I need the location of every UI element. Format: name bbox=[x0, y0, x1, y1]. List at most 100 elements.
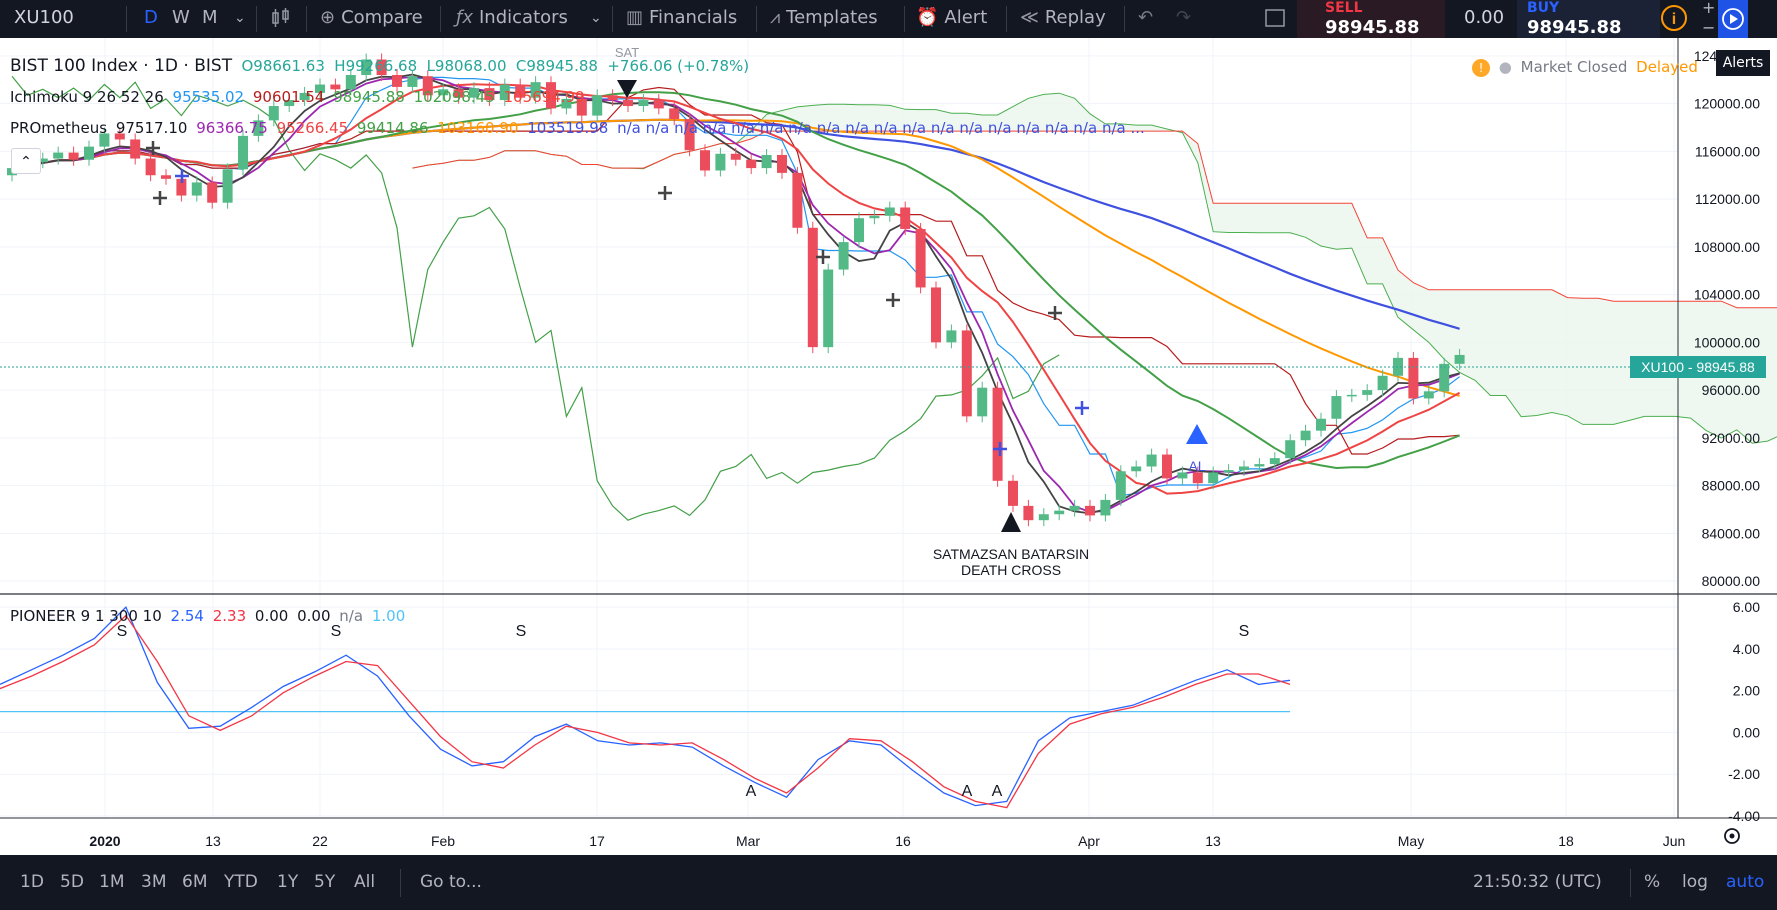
minus-icon[interactable]: − bbox=[1702, 18, 1716, 37]
plus-icon[interactable]: + bbox=[1702, 0, 1716, 17]
interval-d[interactable]: D bbox=[144, 7, 158, 28]
candle-body bbox=[499, 84, 510, 101]
range-ytd[interactable]: YTD bbox=[224, 872, 258, 892]
undo-icon[interactable]: ↶ bbox=[1138, 7, 1154, 28]
interval-m[interactable]: M bbox=[202, 7, 218, 28]
chart-area[interactable]: 124000.00120000.00116000.00112000.001080… bbox=[0, 38, 1777, 855]
candle-body bbox=[99, 133, 110, 147]
candle-body bbox=[546, 82, 556, 109]
toolbar-divider bbox=[756, 6, 757, 32]
ohlc-open: O98661.63 bbox=[241, 57, 325, 75]
chart-type-button[interactable] bbox=[270, 0, 292, 38]
prometheus-value: 103519.98 bbox=[527, 119, 609, 137]
ichimoku-cloud bbox=[412, 92, 1777, 444]
candle-body bbox=[1377, 375, 1388, 391]
range-5d[interactable]: 5D bbox=[60, 872, 84, 892]
redo-icon[interactable]: ↷ bbox=[1176, 7, 1192, 28]
sat-label: SAT bbox=[615, 45, 639, 60]
candle-body bbox=[777, 154, 787, 173]
chevron-down-icon[interactable]: ⌄ bbox=[590, 10, 602, 26]
candle-body bbox=[746, 159, 757, 169]
time-tick-label: Apr bbox=[1078, 833, 1100, 849]
range-all[interactable]: All bbox=[354, 872, 376, 892]
alert-button[interactable]: ⏰ Alert bbox=[916, 0, 987, 38]
compare-button[interactable]: ⊕ Compare bbox=[320, 0, 423, 38]
candle-body bbox=[68, 152, 79, 160]
chevron-down-icon[interactable]: ⌄ bbox=[234, 10, 246, 26]
log-toggle[interactable]: log bbox=[1682, 872, 1708, 892]
pioneer-value: 0.00 bbox=[254, 607, 289, 625]
pioneer-pane bbox=[0, 606, 1291, 809]
symbol-search[interactable]: XU100 bbox=[14, 7, 74, 28]
candle-body bbox=[345, 75, 356, 90]
time-tick-label: Jun bbox=[1663, 833, 1686, 849]
info-button[interactable]: i bbox=[1660, 0, 1688, 38]
candle-body bbox=[1208, 472, 1219, 484]
function-icon: ƒx bbox=[456, 7, 473, 28]
ichimoku-legend[interactable]: Ichimoku 9 26 52 26 95535.02 90601.54 98… bbox=[10, 88, 589, 106]
candle-body bbox=[438, 89, 449, 96]
time-tick-label: 2020 bbox=[89, 833, 120, 849]
toolbar-divider bbox=[306, 6, 307, 32]
base-line bbox=[11, 86, 1460, 455]
candle-body bbox=[623, 100, 633, 107]
time-tick-label: Mar bbox=[736, 833, 760, 849]
price-tick-label: 120000.00 bbox=[1694, 96, 1760, 112]
candle-body bbox=[1423, 391, 1434, 399]
range-3m[interactable]: 3M bbox=[141, 872, 167, 892]
play-button[interactable] bbox=[1718, 0, 1748, 38]
ichimoku-name: Ichimoku 9 26 52 26 bbox=[10, 88, 164, 106]
templates-button[interactable]: ⩘ Templates bbox=[770, 0, 878, 38]
candle-body bbox=[515, 84, 526, 98]
percent-toggle[interactable]: % bbox=[1644, 872, 1661, 892]
sell-quote[interactable]: SELL 98945.88 bbox=[1297, 0, 1445, 38]
time-tick-label: 13 bbox=[1205, 833, 1221, 849]
candle-body bbox=[1239, 466, 1249, 471]
prometheus-legend[interactable]: PROmetheus 97517.10 96366.75 95266.45 99… bbox=[10, 119, 1149, 137]
time-tick-label: 22 bbox=[312, 833, 328, 849]
candle-body bbox=[700, 150, 710, 171]
top-toolbar: XU100 D W M ⌄ ⊕ Compare ƒx Indicators ⌄ ▥ F… bbox=[0, 0, 1777, 38]
indicators-button[interactable]: ƒx Indicators bbox=[456, 0, 568, 38]
pioneer-value: 2.33 bbox=[212, 607, 247, 625]
range-6m[interactable]: 6M bbox=[182, 872, 208, 892]
alerts-tooltip: Alerts bbox=[1716, 50, 1770, 76]
candle-body bbox=[361, 59, 372, 75]
time-axis[interactable]: 2020 13 22 Feb 17 Mar 16 Apr 13 May 18 Jun bbox=[89, 833, 1685, 849]
range-1m[interactable]: 1M bbox=[99, 872, 125, 892]
candle-body bbox=[992, 387, 1003, 481]
pioneer-mark-s: S bbox=[117, 623, 128, 640]
candle-body bbox=[1254, 464, 1265, 467]
symbol-title[interactable]: BIST 100 Index · 1D · BIST bbox=[10, 56, 233, 76]
candle-body bbox=[161, 175, 171, 179]
goto-button[interactable]: Go to... bbox=[420, 872, 482, 892]
candle-body bbox=[1300, 430, 1311, 441]
prometheus-value: 103160.90 bbox=[437, 119, 519, 137]
candle-body bbox=[37, 158, 48, 163]
gear-icon[interactable] bbox=[1724, 828, 1740, 844]
fullscreen-icon[interactable] bbox=[1264, 0, 1286, 38]
pioneer-line bbox=[0, 614, 1291, 809]
financials-label: Financials bbox=[649, 7, 738, 28]
ohlc-low: L98068.00 bbox=[426, 57, 507, 75]
range-5y[interactable]: 5Y bbox=[314, 872, 336, 892]
market-status[interactable]: ! ● Market Closed Delayed bbox=[1472, 58, 1702, 77]
candle-body bbox=[376, 59, 387, 75]
auto-toggle[interactable]: auto bbox=[1726, 872, 1765, 892]
buy-quote[interactable]: BUY 98945.88 bbox=[1517, 0, 1660, 38]
replay-button[interactable]: ≪ Replay bbox=[1020, 0, 1106, 38]
leading-span-b bbox=[412, 130, 1777, 309]
range-1d[interactable]: 1D bbox=[20, 872, 44, 892]
candle-body bbox=[607, 95, 618, 101]
financials-button[interactable]: ▥ Financials bbox=[626, 0, 737, 38]
collapse-legend-button[interactable]: ⌃ bbox=[11, 148, 41, 174]
toolbar-divider bbox=[256, 6, 257, 32]
interval-w[interactable]: W bbox=[172, 7, 190, 28]
pioneer-legend[interactable]: PIONEER 9 1 300 10 2.54 2.33 0.00 0.00 n… bbox=[10, 607, 409, 625]
candle-body bbox=[1316, 418, 1326, 431]
ohlc-high: H99266.68 bbox=[334, 57, 418, 75]
clock-time[interactable]: 21:50:32 (UTC) bbox=[1473, 872, 1602, 892]
range-1y[interactable]: 1Y bbox=[277, 872, 299, 892]
pioneer-tick-label: 0.00 bbox=[1733, 724, 1760, 740]
sell-label: SELL bbox=[1325, 0, 1363, 16]
